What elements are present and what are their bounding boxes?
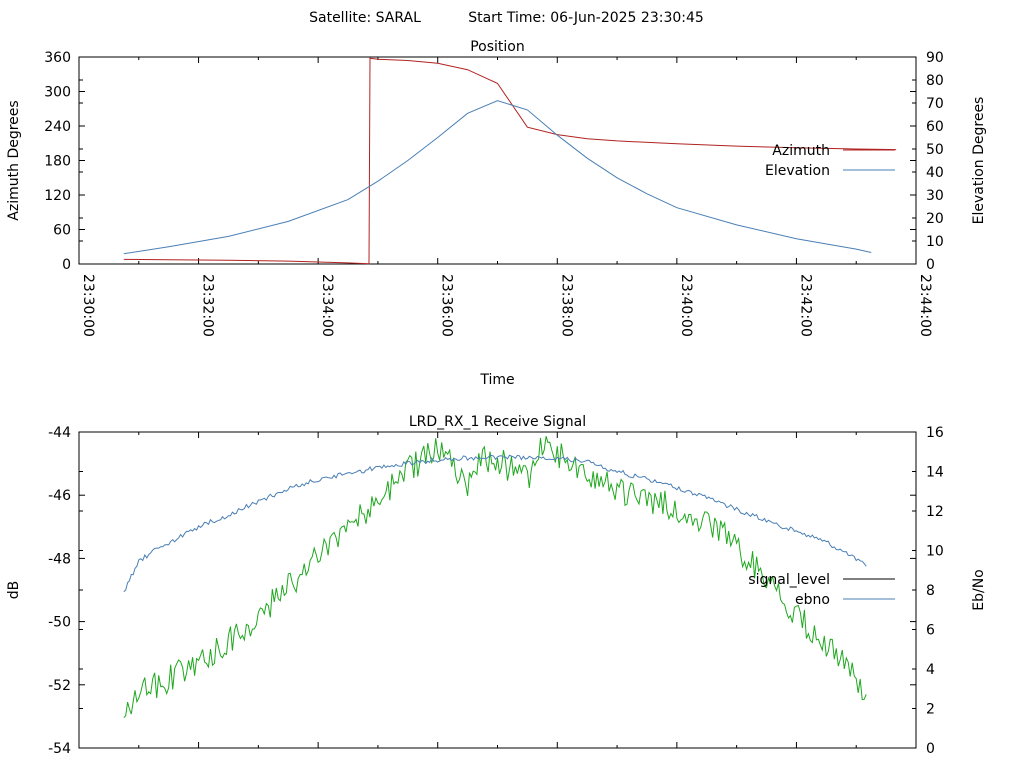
y2-axis-label: Elevation Degrees (971, 97, 987, 225)
y-tick-label: 300 (44, 85, 71, 101)
y2-tick-label: 2 (926, 702, 935, 718)
y2-tick-label: 0 (926, 741, 935, 757)
y-axis-label: Azimuth Degrees (6, 100, 22, 220)
chart-title: LRD_RX_1 Receive Signal (409, 414, 586, 430)
series-line-elevation (123, 100, 872, 255)
y2-tick-label: 6 (926, 623, 935, 639)
start-time-label: Start Time: 06-Jun-2025 23:30:45 (468, 10, 704, 26)
legend-label: Elevation (765, 163, 830, 179)
x-tick-label: 23:32:00 (200, 274, 216, 337)
legend-label: ebno (795, 592, 830, 608)
y-tick-label: -48 (48, 551, 71, 567)
y-tick-label: 180 (44, 154, 71, 170)
x-tick-label: 23:34:00 (319, 274, 335, 337)
y-tick-label: -52 (48, 678, 71, 694)
plot-frame (78, 56, 917, 265)
y-tick-label: 240 (44, 119, 71, 135)
legend-label: Azimuth (772, 143, 830, 159)
y-axis-label: dB (6, 581, 22, 600)
y2-tick-label: 60 (926, 119, 944, 135)
y-tick-label: -44 (48, 425, 71, 441)
y-tick-label: -50 (48, 615, 71, 631)
y2-tick-label: 90 (926, 50, 944, 66)
x-tick-label: 23:40:00 (678, 274, 694, 337)
receive-signal-chart: LRD_RX_1 Receive Signal -54 -52 -50 -48 -46 -4… (6, 414, 987, 757)
y2-tick-label: 40 (926, 165, 944, 181)
y2-tick-label: 10 (926, 544, 944, 560)
y2-tick-label: 14 (926, 465, 944, 481)
y-tick-label: 0 (62, 257, 71, 273)
y-tick-label: 120 (44, 188, 71, 204)
position-chart: Position 0 60 120 180 240 300 360 0 10 20 30 40 50 60 7… (6, 39, 987, 388)
series-line-signal-level (123, 436, 867, 718)
satellite-label: Satellite: SARAL (309, 10, 421, 26)
y2-axis-label: Eb/No (971, 569, 987, 611)
y2-tick-label: 80 (926, 73, 944, 89)
y-tick-label: 360 (44, 50, 71, 66)
y2-tick-label: 12 (926, 504, 944, 520)
x-tick-label: 23:44:00 (917, 274, 933, 337)
y2-tick-label: 8 (926, 583, 935, 599)
series-line-azimuth (123, 57, 897, 265)
y2-tick-label: 30 (926, 188, 944, 204)
x-tick-label: 23:30:00 (80, 274, 96, 337)
y-tick-label: 60 (53, 223, 71, 239)
y2-tick-label: 20 (926, 211, 944, 227)
y2-tick-label: 50 (926, 142, 944, 158)
y-tick-label: -46 (48, 488, 71, 504)
x-tick-label: 23:38:00 (558, 274, 574, 337)
x-tick-label: 23:42:00 (797, 274, 813, 337)
y-tick-label: -54 (48, 741, 71, 757)
x-axis-label: Time (479, 372, 514, 388)
series-line-ebno (123, 454, 867, 593)
legend-label: signal_level (748, 572, 830, 588)
x-tick-label: 23:36:00 (439, 274, 455, 337)
y2-tick-label: 16 (926, 425, 944, 441)
y2-tick-label: 10 (926, 234, 944, 250)
plot-frame (78, 431, 917, 749)
y2-tick-label: 0 (926, 257, 935, 273)
y2-tick-label: 70 (926, 96, 944, 112)
chart-title: Position (470, 39, 525, 55)
y2-tick-label: 4 (926, 662, 935, 678)
